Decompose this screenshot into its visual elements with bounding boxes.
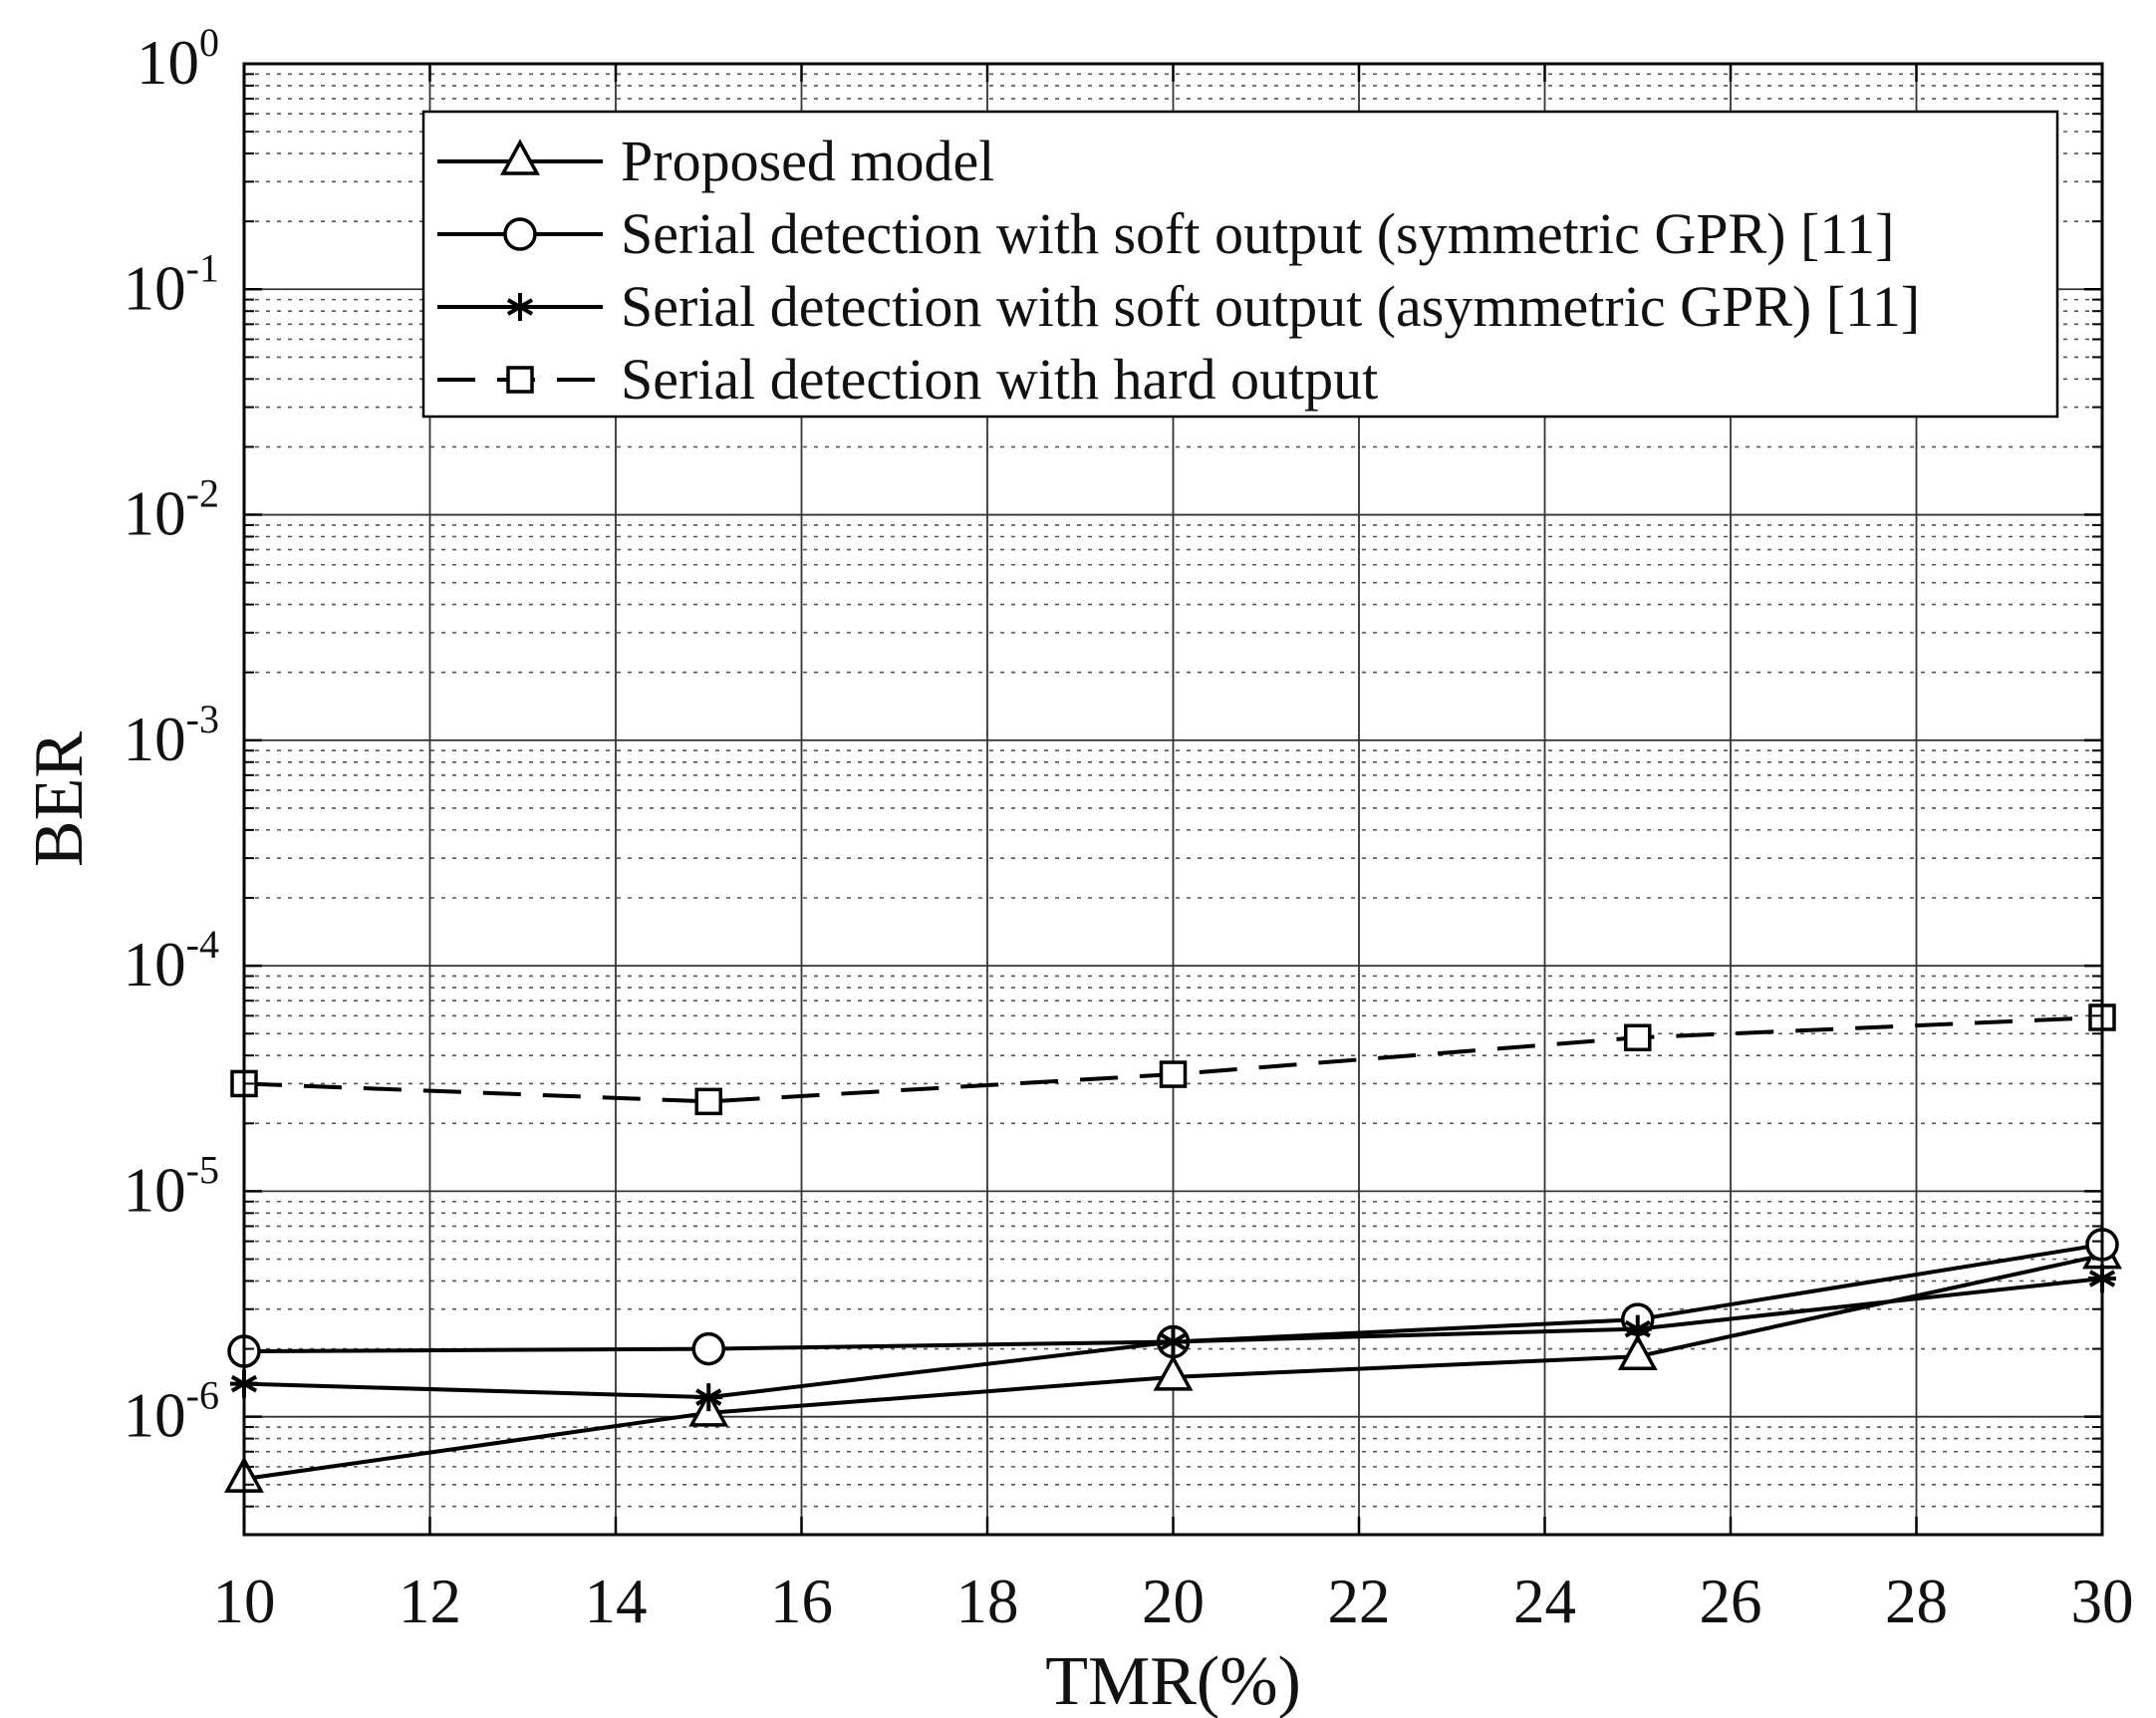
- y-tick-label: 10-6: [124, 1373, 219, 1451]
- x-tick-label: 20: [1142, 1567, 1205, 1636]
- x-tick-label: 18: [956, 1567, 1019, 1636]
- grid: [243, 63, 2103, 1536]
- legend: Proposed model Serial detection with soft…: [421, 110, 2059, 419]
- circle-marker: [691, 1331, 725, 1366]
- triangle-marker: [1617, 1333, 1658, 1370]
- y-tick-exponent: -3: [186, 697, 219, 741]
- legend-label: Proposed model: [621, 129, 994, 193]
- y-tick-base: 10: [124, 1381, 186, 1451]
- y-tick-label: 10-3: [124, 697, 219, 774]
- y-tick-base: 10: [124, 479, 186, 549]
- y-tick-base: 10: [124, 930, 186, 1000]
- y-tick-exponent: -4: [186, 922, 219, 967]
- x-axis-title: TMR(%): [1045, 1643, 1301, 1718]
- y-tick-base: 10: [124, 705, 186, 774]
- square-marker: [1624, 1023, 1652, 1052]
- legend-entry: Proposed model: [437, 129, 994, 193]
- square-marker: [694, 1087, 722, 1116]
- x-tick-label: 26: [1700, 1567, 1762, 1636]
- y-tick-exponent: -1: [186, 245, 219, 290]
- asterisk-marker: [506, 293, 534, 321]
- x-tick-label: 10: [213, 1567, 276, 1636]
- y-tick-base: 10: [136, 28, 199, 98]
- y-tick-exponent: -6: [186, 1373, 219, 1418]
- circle-marker: [503, 217, 537, 251]
- x-tick-labels: 10 12 14 16 18 20 22 24 26 28 30: [213, 1567, 2134, 1636]
- x-tick-label: 14: [585, 1567, 648, 1636]
- legend-label: Serial detection with hard output: [621, 347, 1378, 412]
- asterisk-marker: [1623, 1314, 1652, 1343]
- legend-box: [421, 110, 2059, 419]
- legend-label: Serial detection with soft output (symme…: [621, 201, 1894, 266]
- triangle-marker: [1153, 1354, 1194, 1391]
- triangle-marker: [500, 139, 540, 175]
- x-tick-label: 30: [2071, 1567, 2134, 1636]
- legend-label: Serial detection with soft output (asymm…: [621, 274, 1920, 339]
- legend-entry: Serial detection with soft output (asymm…: [437, 274, 1920, 339]
- x-tick-label: 22: [1328, 1567, 1391, 1636]
- y-tick-exponent: -2: [186, 471, 219, 516]
- asterisk-marker: [1159, 1327, 1188, 1356]
- y-axis-title: BER: [21, 731, 98, 867]
- x-tick-label: 16: [770, 1567, 833, 1636]
- y-tick-label: 10-4: [124, 922, 219, 1000]
- square-marker: [506, 366, 534, 394]
- y-tick-base: 10: [124, 1155, 186, 1225]
- square-marker: [1159, 1060, 1188, 1088]
- x-tick-label: 28: [1885, 1567, 1948, 1636]
- x-tick-label: 24: [1513, 1567, 1576, 1636]
- y-tick-label: 10-5: [124, 1147, 219, 1225]
- y-tick-exponent: -5: [186, 1147, 219, 1192]
- y-tick-base: 10: [124, 253, 186, 323]
- series-4: [230, 1003, 2116, 1116]
- x-tick-label: 12: [399, 1567, 461, 1636]
- tick-marks: [242, 62, 2104, 1536]
- legend-entry: Serial detection with soft output (symme…: [437, 201, 1894, 266]
- y-tick-label: 100: [136, 20, 219, 98]
- y-tick-exponent: 0: [199, 20, 219, 65]
- asterisk-marker: [694, 1383, 723, 1412]
- y-tick-label: 10-2: [124, 471, 219, 549]
- y-tick-label: 10-1: [124, 245, 219, 323]
- legend-entry: Serial detection with hard output: [437, 347, 1378, 412]
